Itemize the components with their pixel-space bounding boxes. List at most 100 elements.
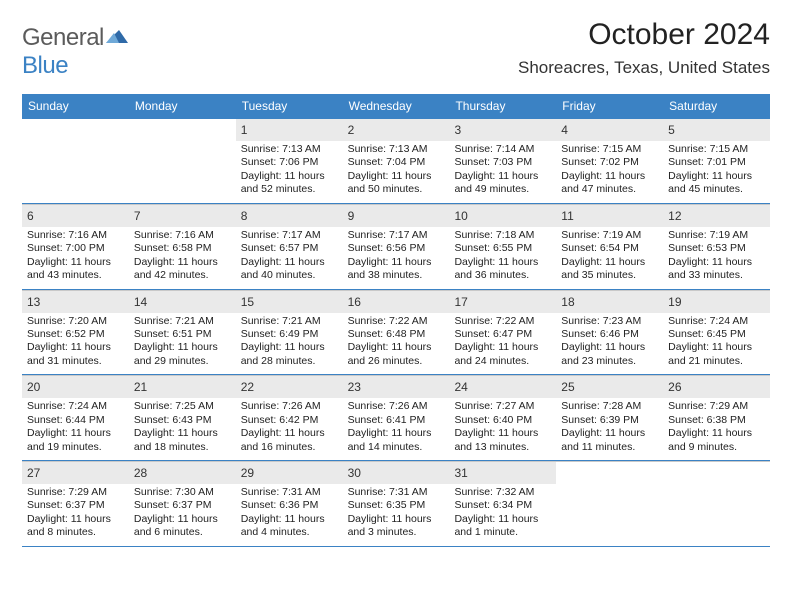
day-number-row: 21 xyxy=(129,376,236,398)
day-cell: 5Sunrise: 7:15 AMSunset: 7:01 PMDaylight… xyxy=(663,119,770,203)
day-number-row: 25 xyxy=(556,376,663,398)
brand-part1: General xyxy=(22,24,104,51)
header: GeneralBlue October 2024 Shoreacres, Tex… xyxy=(22,18,770,80)
day-number: 14 xyxy=(134,295,147,309)
day-cell: 21Sunrise: 7:25 AMSunset: 6:43 PMDayligh… xyxy=(129,375,236,460)
day-number: 6 xyxy=(27,209,34,223)
weekday-header: Monday xyxy=(129,94,236,119)
day-detail: Sunrise: 7:22 AMSunset: 6:48 PMDaylight:… xyxy=(348,315,445,369)
day-cell: 28Sunrise: 7:30 AMSunset: 6:37 PMDayligh… xyxy=(129,461,236,546)
brand-mark-icon xyxy=(106,29,128,50)
day-detail: Sunrise: 7:29 AMSunset: 6:37 PMDaylight:… xyxy=(27,486,124,540)
day-detail: Sunrise: 7:31 AMSunset: 6:36 PMDaylight:… xyxy=(241,486,338,540)
day-cell: 26 Sunrise: 7:29 AMSunset: 6:38 PMDayligh… xyxy=(663,375,770,460)
day-cell: 19Sunrise: 7:24 AMSunset: 6:45 PMDayligh… xyxy=(663,290,770,375)
day-detail: Sunrise: 7:14 AMSunset: 7:03 PMDaylight:… xyxy=(454,143,551,197)
day-detail: Sunrise: 7:20 AMSunset: 6:52 PMDaylight:… xyxy=(27,315,124,369)
day-detail: Sunrise: 7:19 AMSunset: 6:53 PMDaylight:… xyxy=(668,229,765,283)
weekday-header: Wednesday xyxy=(343,94,450,119)
day-detail: Sunrise: 7:17 AMSunset: 6:56 PMDaylight:… xyxy=(348,229,445,283)
day-detail: Sunrise: 7:21 AMSunset: 6:49 PMDaylight:… xyxy=(241,315,338,369)
day-number-row: 20 xyxy=(22,376,129,398)
day-cell: 17Sunrise: 7:22 AMSunset: 6:47 PMDayligh… xyxy=(449,290,556,375)
calendar: SundayMondayTuesdayWednesdayThursdayFrid… xyxy=(22,94,770,547)
day-number: 18 xyxy=(561,295,574,309)
day-number: 12 xyxy=(668,209,681,223)
day-number: 16 xyxy=(348,295,361,309)
day-number: 23 xyxy=(348,380,361,394)
day-cell: 13Sunrise: 7:20 AMSunset: 6:52 PMDayligh… xyxy=(22,290,129,375)
day-number-row: 16 xyxy=(343,291,450,313)
day-cell: 23 Sunrise: 7:26 AMSunset: 6:41 PMDayligh… xyxy=(343,375,450,460)
day-cell: 1 Sunrise: 7:13 AMSunset: 7:06 PMDaylight… xyxy=(236,119,343,203)
day-number: 21 xyxy=(134,380,147,394)
day-detail: Sunrise: 7:17 AMSunset: 6:57 PMDaylight:… xyxy=(241,229,338,283)
day-number-row: 30 xyxy=(343,462,450,484)
day-number: 4 xyxy=(561,123,568,137)
day-detail: Sunrise: 7:31 AMSunset: 6:35 PMDaylight:… xyxy=(348,486,445,540)
day-cell: 14Sunrise: 7:21 AMSunset: 6:51 PMDayligh… xyxy=(129,290,236,375)
day-number: 1 xyxy=(241,123,248,137)
day-number-row: 5 xyxy=(663,119,770,141)
day-cell: 16 Sunrise: 7:22 AMSunset: 6:48 PMDayligh… xyxy=(343,290,450,375)
day-detail: Sunrise: 7:30 AMSunset: 6:37 PMDaylight:… xyxy=(134,486,231,540)
day-number-row: 10 xyxy=(449,205,556,227)
day-number-row: 19 xyxy=(663,291,770,313)
day-cell: 31 Sunrise: 7:32 AMSunset: 6:34 PMDayligh… xyxy=(449,461,556,546)
day-cell: 9Sunrise: 7:17 AMSunset: 6:56 PMDaylight… xyxy=(343,204,450,289)
day-number: 30 xyxy=(348,466,361,480)
calendar-week: 27Sunrise: 7:29 AMSunset: 6:37 PMDayligh… xyxy=(22,461,770,547)
weekday-header-row: SundayMondayTuesdayWednesdayThursdayFrid… xyxy=(22,94,770,119)
day-cell: 27Sunrise: 7:29 AMSunset: 6:37 PMDayligh… xyxy=(22,461,129,546)
day-detail: Sunrise: 7:18 AMSunset: 6:55 PMDaylight:… xyxy=(454,229,551,283)
day-number-row: 12 xyxy=(663,205,770,227)
day-cell: 10Sunrise: 7:18 AMSunset: 6:55 PMDayligh… xyxy=(449,204,556,289)
day-number-row: 18 xyxy=(556,291,663,313)
day-cell-empty xyxy=(129,119,236,203)
day-detail: Sunrise: 7:26 AMSunset: 6:42 PMDaylight:… xyxy=(241,400,338,454)
weekday-header: Friday xyxy=(556,94,663,119)
day-number: 26 xyxy=(668,380,681,394)
day-detail: Sunrise: 7:27 AMSunset: 6:40 PMDaylight:… xyxy=(454,400,551,454)
day-cell: 2Sunrise: 7:13 AMSunset: 7:04 PMDaylight… xyxy=(343,119,450,203)
day-detail: Sunrise: 7:29 AMSunset: 6:38 PMDaylight:… xyxy=(668,400,765,454)
day-cell: 12 Sunrise: 7:19 AMSunset: 6:53 PMDayligh… xyxy=(663,204,770,289)
day-cell-empty xyxy=(556,461,663,546)
day-number: 2 xyxy=(348,123,355,137)
brand-logo: GeneralBlue xyxy=(22,18,128,80)
day-number-row: 13 xyxy=(22,291,129,313)
day-detail: Sunrise: 7:24 AMSunset: 6:45 PMDaylight:… xyxy=(668,315,765,369)
day-number: 24 xyxy=(454,380,467,394)
day-detail: Sunrise: 7:13 AMSunset: 7:06 PMDaylight:… xyxy=(241,143,338,197)
day-cell: 8Sunrise: 7:17 AMSunset: 6:57 PMDaylight… xyxy=(236,204,343,289)
day-detail: Sunrise: 7:32 AMSunset: 6:34 PMDaylight:… xyxy=(454,486,551,540)
day-cell: 25Sunrise: 7:28 AMSunset: 6:39 PMDayligh… xyxy=(556,375,663,460)
day-number-row: 7 xyxy=(129,205,236,227)
day-detail: Sunrise: 7:22 AMSunset: 6:47 PMDaylight:… xyxy=(454,315,551,369)
calendar-week: 6Sunrise: 7:16 AMSunset: 7:00 PMDaylight… xyxy=(22,204,770,290)
day-cell-empty xyxy=(663,461,770,546)
day-number-row: 15 xyxy=(236,291,343,313)
weekday-header: Thursday xyxy=(449,94,556,119)
day-number-row: 6 xyxy=(22,205,129,227)
day-number: 3 xyxy=(454,123,461,137)
day-number-row: 28 xyxy=(129,462,236,484)
day-detail: Sunrise: 7:16 AMSunset: 6:58 PMDaylight:… xyxy=(134,229,231,283)
day-number-row: 26 xyxy=(663,376,770,398)
month-title: October 2024 xyxy=(518,18,770,52)
day-cell: 11Sunrise: 7:19 AMSunset: 6:54 PMDayligh… xyxy=(556,204,663,289)
brand-text: GeneralBlue xyxy=(22,24,128,80)
day-number-row: 4 xyxy=(556,119,663,141)
day-number-row: 11 xyxy=(556,205,663,227)
day-detail: Sunrise: 7:26 AMSunset: 6:41 PMDaylight:… xyxy=(348,400,445,454)
day-number-row: 22 xyxy=(236,376,343,398)
day-cell: 18Sunrise: 7:23 AMSunset: 6:46 PMDayligh… xyxy=(556,290,663,375)
weekday-header: Tuesday xyxy=(236,94,343,119)
day-number: 5 xyxy=(668,123,675,137)
calendar-week: 13Sunrise: 7:20 AMSunset: 6:52 PMDayligh… xyxy=(22,290,770,376)
day-number: 31 xyxy=(454,466,467,480)
day-number-row: 27 xyxy=(22,462,129,484)
day-number-row: 23 xyxy=(343,376,450,398)
day-cell: 22Sunrise: 7:26 AMSunset: 6:42 PMDayligh… xyxy=(236,375,343,460)
calendar-week: 1 Sunrise: 7:13 AMSunset: 7:06 PMDaylight… xyxy=(22,119,770,204)
